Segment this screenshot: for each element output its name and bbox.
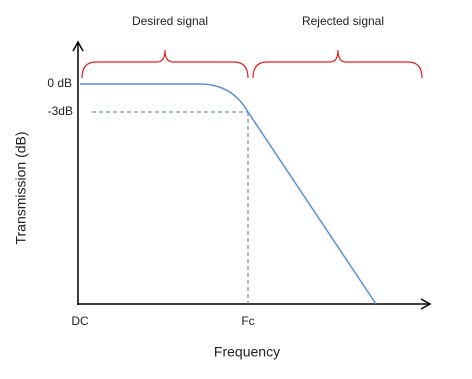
region-label: Desired signal [132,14,208,28]
x-label: Fc [241,314,254,328]
x-axis-title: Frequency [214,344,280,360]
region-label: Rejected signal [302,14,384,28]
x-label: DC [71,314,89,328]
y-label: -3dB [48,104,73,118]
y-axis-title: Transmission (dB) [13,131,29,244]
response-curve [80,83,377,305]
brace [81,49,249,79]
y-label: 0 dB [47,76,72,90]
brace [252,49,423,79]
